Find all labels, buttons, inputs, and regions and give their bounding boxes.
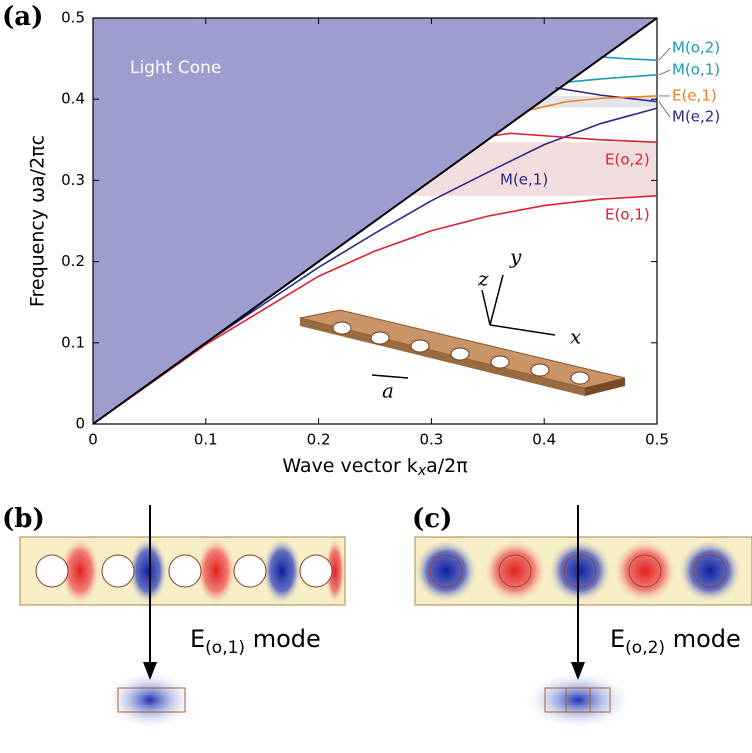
y-tick-label: 0.1 [61,333,85,351]
field-lobe [196,537,236,605]
panel-b [20,505,345,730]
plot-a: 0 0.1 0.2 0.3 0.4 0.5 0 0.1 0.2 0.3 0.4 0.5 E(o,1) M(… [2,2,720,479]
field-lobe [613,539,677,603]
inset-label: a [382,379,394,403]
panel-c [414,505,752,730]
region-label: Light Cone [130,58,221,78]
band-curve [601,57,657,60]
mode-rest: mode [665,625,741,653]
x-tick-label: 0.2 [307,431,331,449]
x-axis-label-main: Wave vector k [282,455,418,477]
leader-line [659,102,670,117]
series-label: M(e,1) [500,171,548,189]
y-tick-label: 0.5 [61,9,85,27]
x-tick-label: 0.1 [194,431,218,449]
x-axis-label-rest: a/2π [426,455,468,477]
inset-label: x [570,325,581,349]
mode-label: E(o,1) mode [190,625,321,658]
series-label: M(e,2) [672,108,720,126]
field-lobe [483,539,547,603]
x-tick-label: 0.4 [532,431,556,449]
field-lobe [548,539,612,603]
y-tick-label: 0.4 [61,90,85,108]
y-axis-label: Frequency ωa/2πc [27,135,49,307]
mode-sub: (o,1) [205,638,245,658]
inset-label: z [477,267,489,291]
series-label: E(o,1) [605,206,650,224]
mode-sub: (o,2) [625,638,665,658]
x-tick-label: 0 [88,431,98,449]
panel-label: (b) [2,504,45,534]
y-tick-label: 0.2 [61,252,85,270]
field-lobe [678,539,742,603]
x-tick-label: 0.5 [645,431,669,449]
panel-label: (a) [2,2,43,32]
series-label: M(o,1) [672,61,720,79]
y-tick-label: 0.3 [61,171,85,189]
band-curve [493,133,657,142]
mode-main: E [610,625,625,653]
field-lobe [262,537,302,605]
series-label: M(o,2) [672,39,720,57]
series-label: E(o,2) [605,151,650,169]
y-tick-label: 0 [75,415,85,433]
mode-label: E(o,2) mode [610,625,741,658]
x-tick-label: 0.3 [419,431,443,449]
figure: 00.10.20.30.40.500.10.20.30.40.5E(o,1)M(… [0,0,752,749]
series-label: E(e,1) [672,87,717,105]
band-curve [567,75,657,82]
mode-main: E [190,625,205,653]
field-lobe [414,539,478,603]
x-axis-label: Wave vector kxa/2π [282,455,467,480]
panel-label: (c) [412,504,452,534]
leader-line [659,70,670,75]
inset-label: y [509,245,522,269]
leader-line [659,48,670,60]
mode-rest: mode [245,625,321,653]
